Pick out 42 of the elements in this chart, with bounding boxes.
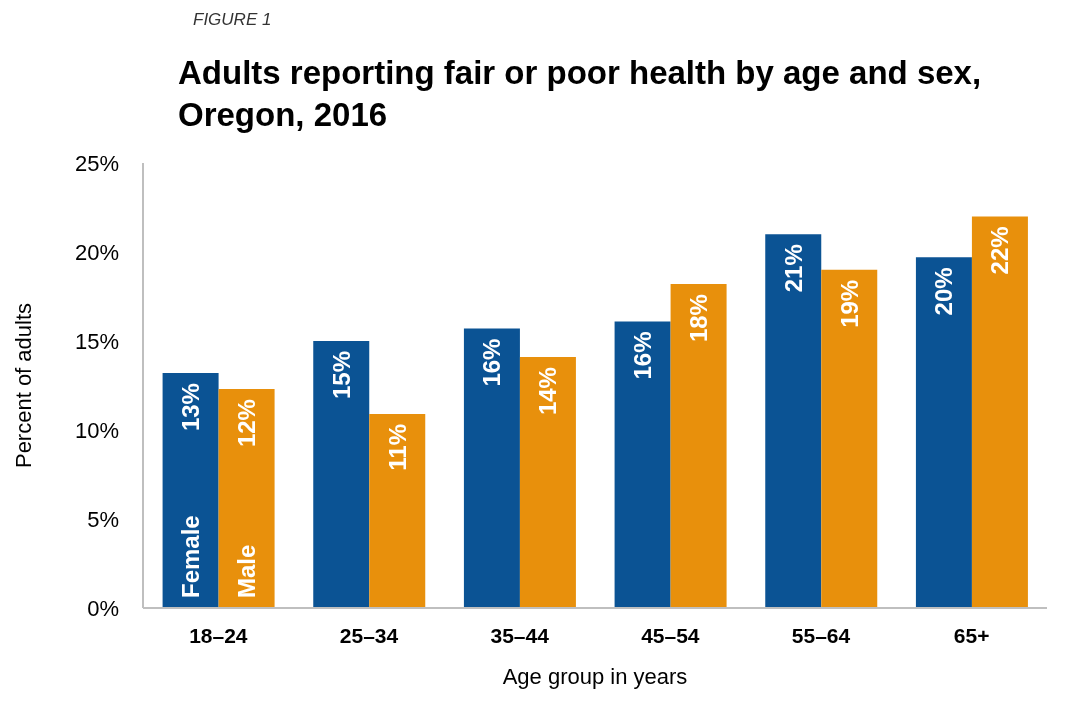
- series-label: Male: [233, 544, 261, 598]
- data-label: 14%: [534, 367, 562, 416]
- data-label: 16%: [478, 338, 506, 387]
- y-tick-label: 20%: [74, 239, 119, 265]
- x-axis-title: Age group in years: [502, 664, 688, 689]
- data-label: 20%: [930, 267, 958, 316]
- bar: [821, 269, 878, 608]
- bar: [915, 257, 972, 608]
- data-label: 18%: [685, 294, 713, 343]
- caption: FIGURE 1: [193, 10, 272, 30]
- chart-title: Adults reporting fair or poor health by age and sex, Oregon, 2016: [178, 53, 983, 135]
- data-label: 16%: [629, 331, 657, 380]
- y-tick-label: 25%: [74, 150, 119, 176]
- x-tick-label: 45–54: [641, 623, 700, 647]
- y-axis-title: Percent of adults: [10, 302, 36, 469]
- x-tick-label: 25–34: [339, 623, 399, 647]
- bar: [369, 413, 426, 608]
- x-tick-label: 35–44: [490, 623, 550, 647]
- series-label: Female: [177, 515, 205, 598]
- data-label: 13%: [177, 383, 205, 432]
- x-tick-label: 65+: [953, 623, 990, 647]
- y-tick-label: 15%: [74, 328, 119, 354]
- x-tick-label: 55–64: [791, 623, 851, 647]
- y-tick-label: 10%: [74, 417, 119, 443]
- data-label: 12%: [233, 399, 261, 448]
- y-tick-label: 0%: [87, 595, 119, 621]
- data-label: 11%: [383, 423, 411, 471]
- bar: [519, 357, 576, 608]
- data-label: 19%: [835, 279, 863, 328]
- x-tick-label: 18–24: [189, 623, 248, 647]
- bar: [313, 341, 370, 608]
- bar: [162, 373, 219, 608]
- bar: [971, 216, 1028, 608]
- bar: [463, 328, 520, 608]
- bar: [614, 321, 671, 608]
- y-tick-label: 5%: [87, 506, 119, 532]
- data-label: 15%: [327, 351, 355, 400]
- bar: [765, 234, 822, 608]
- bar: [670, 284, 727, 608]
- data-label: 21%: [779, 244, 807, 293]
- data-label: 22%: [986, 226, 1014, 275]
- bar: [218, 389, 275, 608]
